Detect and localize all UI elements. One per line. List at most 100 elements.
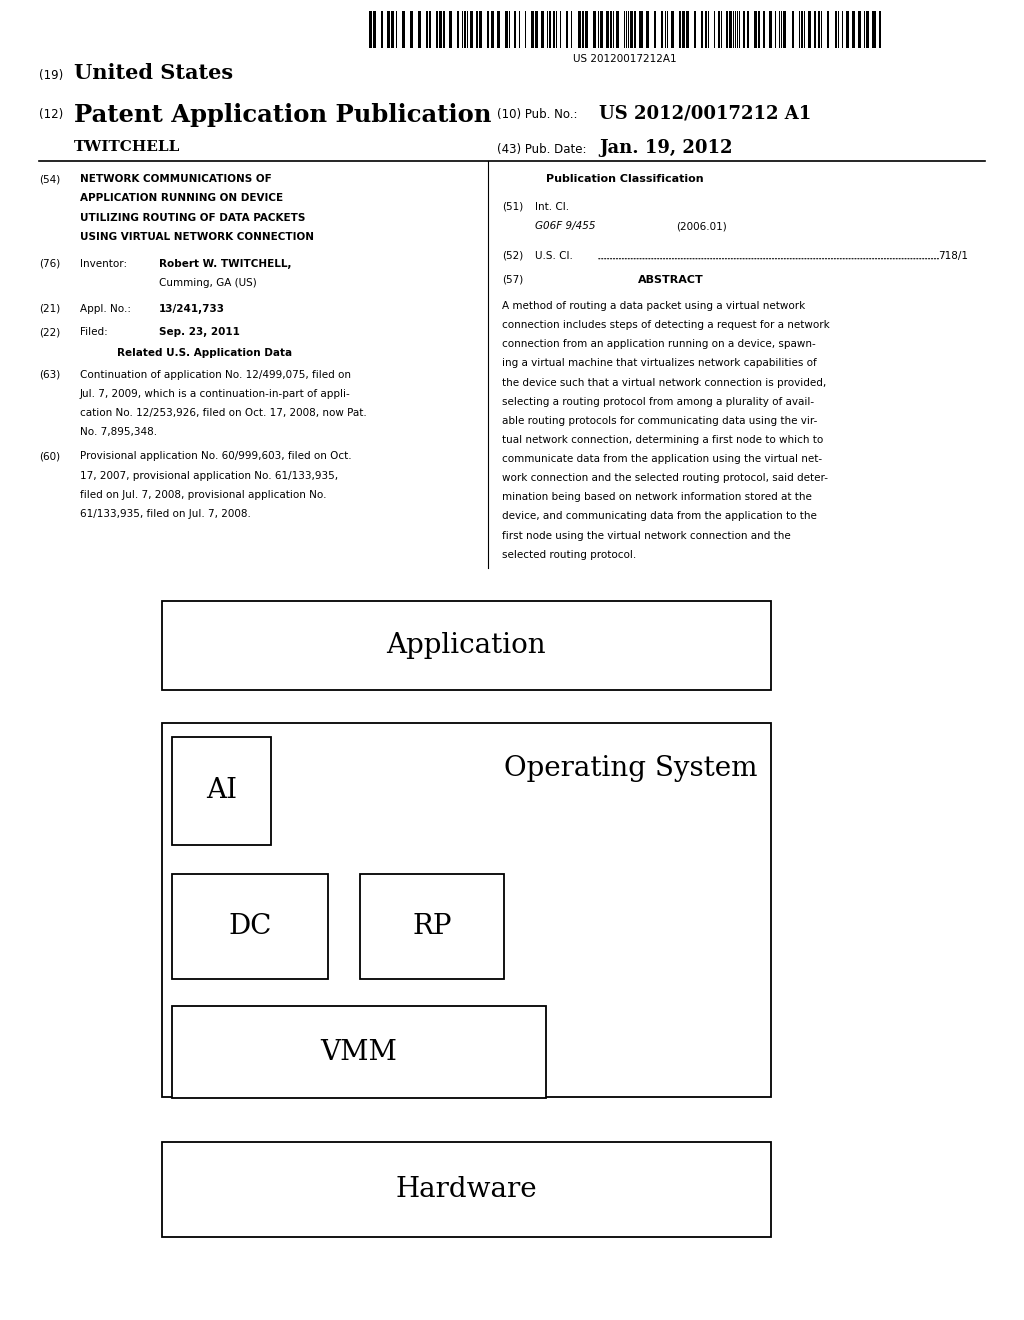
Bar <box>765 11 768 48</box>
Bar <box>633 11 634 48</box>
Bar <box>516 11 519 48</box>
Text: (10) Pub. No.:: (10) Pub. No.: <box>497 108 578 121</box>
Text: Publication Classification: Publication Classification <box>546 174 703 185</box>
Bar <box>428 11 429 48</box>
Bar <box>786 11 792 48</box>
Bar <box>588 11 594 48</box>
Bar <box>172 1006 546 1098</box>
Bar <box>805 11 808 48</box>
Text: US 20120017212A1: US 20120017212A1 <box>572 54 677 65</box>
Bar <box>843 11 846 48</box>
Text: U.S. Cl.: U.S. Cl. <box>535 251 572 261</box>
Bar <box>511 11 514 48</box>
Bar <box>596 11 598 48</box>
Bar <box>162 723 771 1097</box>
Bar <box>599 11 600 48</box>
Bar <box>394 11 395 48</box>
Text: communicate data from the application using the virtual net-: communicate data from the application us… <box>502 454 822 465</box>
Bar <box>609 11 610 48</box>
Text: connection includes steps of detecting a request for a network: connection includes steps of detecting a… <box>502 321 829 330</box>
Bar <box>760 11 763 48</box>
Text: (22): (22) <box>39 327 60 338</box>
Bar <box>681 11 682 48</box>
Text: USING VIRTUAL NETWORK CONNECTION: USING VIRTUAL NETWORK CONNECTION <box>80 232 314 242</box>
Bar <box>172 874 328 979</box>
Bar <box>782 11 783 48</box>
Text: Patent Application Publication: Patent Application Publication <box>74 103 492 127</box>
Text: (12): (12) <box>39 108 63 121</box>
Text: (21): (21) <box>39 304 60 314</box>
Bar <box>584 11 586 48</box>
Text: Jul. 7, 2009, which is a continuation-in-part of appli-: Jul. 7, 2009, which is a continuation-in… <box>80 388 350 399</box>
Text: work connection and the selected routing protocol, said deter-: work connection and the selected routing… <box>502 474 827 483</box>
Bar <box>552 11 553 48</box>
Text: 718/1: 718/1 <box>938 251 968 261</box>
Text: A method of routing a data packet using a virtual network: A method of routing a data packet using … <box>502 301 805 312</box>
Bar <box>162 601 771 690</box>
Bar <box>689 11 694 48</box>
Bar <box>771 11 774 48</box>
Bar <box>674 11 679 48</box>
Bar <box>636 11 639 48</box>
Text: UTILIZING ROUTING OF DATA PACKETS: UTILIZING ROUTING OF DATA PACKETS <box>80 213 305 223</box>
Text: (54): (54) <box>39 174 60 185</box>
Bar <box>372 11 373 48</box>
Bar <box>438 11 439 48</box>
Bar <box>618 11 624 48</box>
Bar <box>839 11 842 48</box>
Bar <box>738 11 739 48</box>
Bar <box>360 874 504 979</box>
Bar <box>478 11 479 48</box>
Text: Application: Application <box>387 632 546 659</box>
Bar <box>715 11 718 48</box>
Bar <box>568 11 571 48</box>
Bar <box>467 11 468 48</box>
Bar <box>629 11 630 48</box>
Bar <box>557 11 560 48</box>
Text: 13/241,733: 13/241,733 <box>159 304 224 314</box>
Bar <box>745 11 746 48</box>
Text: tual network connection, determining a first node to which to: tual network connection, determining a f… <box>502 436 823 445</box>
Bar <box>740 11 743 48</box>
Text: Sep. 23, 2011: Sep. 23, 2011 <box>159 327 240 338</box>
Text: selected routing protocol.: selected routing protocol. <box>502 549 636 560</box>
Text: the device such that a virtual network connection is provided,: the device such that a virtual network c… <box>502 378 826 388</box>
Text: (76): (76) <box>39 259 60 269</box>
Bar <box>803 11 804 48</box>
Text: 17, 2007, provisional application No. 61/133,935,: 17, 2007, provisional application No. 61… <box>80 471 338 480</box>
Text: device, and communicating data from the application to the: device, and communicating data from the … <box>502 511 816 521</box>
Text: Cumming, GA (US): Cumming, GA (US) <box>159 279 256 288</box>
Bar <box>535 11 536 48</box>
Bar <box>459 11 462 48</box>
Bar <box>509 11 510 48</box>
Bar <box>581 11 582 48</box>
Bar <box>816 11 817 48</box>
Bar <box>722 11 725 48</box>
Text: connection from an application running on a device, spawn-: connection from an application running o… <box>502 339 815 350</box>
Bar <box>526 11 531 48</box>
Text: (57): (57) <box>502 275 523 285</box>
Bar <box>539 11 542 48</box>
Text: Inventor:: Inventor: <box>80 259 127 269</box>
Text: cation No. 12/253,926, filed on Oct. 17, 2008, now Pat.: cation No. 12/253,926, filed on Oct. 17,… <box>80 408 367 418</box>
Text: Int. Cl.: Int. Cl. <box>535 202 568 213</box>
Bar <box>377 11 381 48</box>
Bar <box>800 11 801 48</box>
Bar <box>779 11 781 48</box>
Text: selecting a routing protocol from among a plurality of avail-: selecting a routing protocol from among … <box>502 396 814 407</box>
Bar <box>696 11 701 48</box>
Bar <box>572 11 578 48</box>
Bar <box>495 11 498 48</box>
Bar <box>172 737 271 845</box>
Bar <box>414 11 419 48</box>
Bar <box>545 11 548 48</box>
Text: Appl. No.:: Appl. No.: <box>80 304 131 314</box>
Bar <box>794 11 799 48</box>
Bar <box>406 11 410 48</box>
Bar <box>489 11 492 48</box>
Bar <box>625 11 626 48</box>
Bar <box>749 11 754 48</box>
Text: (52): (52) <box>502 251 523 261</box>
Bar <box>736 11 737 48</box>
Text: ABSTRACT: ABSTRACT <box>638 275 703 285</box>
